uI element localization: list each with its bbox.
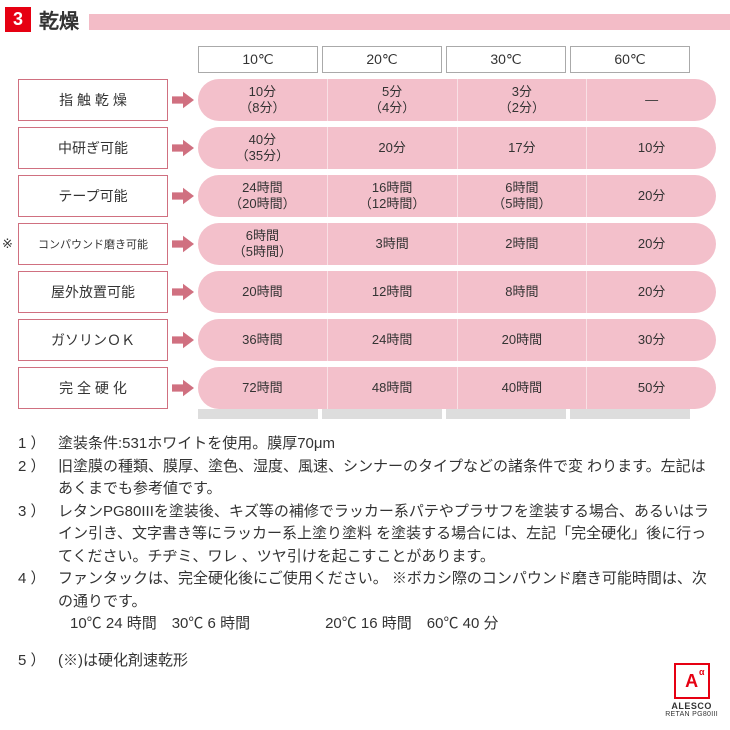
notes-section: 1 ）塗装条件:531ホワイトを使用。膜厚70μm2 ）旧塗膜の種類、膜厚、塗色… [18, 433, 712, 613]
note-number: 1 ） [18, 433, 58, 456]
column-header: 20℃ [322, 46, 442, 73]
arrow-icon [168, 319, 198, 361]
column-header: 30℃ [446, 46, 566, 73]
pill-cell: 8時間 [458, 271, 588, 313]
row-label: コンパウンド磨き可能 [18, 223, 168, 265]
pill-cell: 40時間 [458, 367, 588, 409]
note-text: ファンタックは、完全硬化後にご使用ください。 ※ボカシ際のコンパウンド磨き可能時… [58, 568, 712, 613]
pill-cell: 72時間 [198, 367, 328, 409]
note-number: 2 ） [18, 456, 58, 501]
logo-brand: ALESCO [665, 701, 718, 711]
pill-cell: 24時間（20時間） [198, 175, 328, 217]
table-row: テープ可能 24時間（20時間）16時間（12時間）6時間（5時間）20分 [18, 175, 730, 217]
pill-cell: 20分 [587, 223, 716, 265]
pill-cell: 48時間 [328, 367, 458, 409]
pill-cell: 6時間（5時間） [458, 175, 588, 217]
arrow-icon [168, 271, 198, 313]
pill-cell: 2時間 [458, 223, 588, 265]
spacer-cell [446, 409, 566, 419]
note-line: 2 ）旧塗膜の種類、膜厚、塗色、湿度、風速、シンナーのタイプなどの諸条件で変 わ… [18, 456, 712, 501]
spacer-cell [198, 409, 318, 419]
note-line: 3 ）レタンPG80IIIを塗装後、キズ等の補修でラッカー系パテやプラサフを塗装… [18, 501, 712, 569]
pill-cell: 5分（4分） [328, 79, 458, 121]
note5: 5 ） (※)は硬化剤速乾形 [18, 650, 712, 673]
pill-cell: 3時間 [328, 223, 458, 265]
column-header: 10℃ [198, 46, 318, 73]
pill-cell: 50分 [587, 367, 716, 409]
data-pill: 20時間12時間8時間20分 [198, 271, 716, 313]
pill-cell: 20分 [328, 127, 458, 169]
row-label: 中研ぎ可能 [18, 127, 168, 169]
spacer-cell [322, 409, 442, 419]
pill-cell: 12時間 [328, 271, 458, 313]
note4-subline: 10℃ 24 時間 30℃ 6 時間 20℃ 16 時間 60℃ 40 分 [0, 613, 730, 636]
logo-mark: Aα [674, 663, 710, 699]
column-header: 60℃ [570, 46, 690, 73]
section-bar [89, 14, 730, 30]
note-number: 3 ） [18, 501, 58, 569]
pill-cell: 6時間（5時間） [198, 223, 328, 265]
pill-cell: 20時間 [198, 271, 328, 313]
row-label: 指 触 乾 燥 [18, 79, 168, 121]
row-label: 完 全 硬 化 [18, 367, 168, 409]
data-pill: 24時間（20時間）16時間（12時間）6時間（5時間）20分 [198, 175, 716, 217]
arrow-icon [168, 79, 198, 121]
note-number: 5 ） [18, 650, 58, 673]
pill-cell: 16時間（12時間） [328, 175, 458, 217]
table-row: ガソリンＯＫ 36時間24時間20時間30分 [18, 319, 730, 361]
table-row: ※コンパウンド磨き可能6時間（5時間）3時間2時間20分 [18, 223, 730, 265]
pill-cell: 40分（35分） [198, 127, 328, 169]
table-row: 完 全 硬 化 72時間48時間40時間50分 [18, 367, 730, 409]
section-title: 乾燥 [39, 5, 79, 34]
asterisk-mark: ※ [2, 236, 13, 252]
pill-cell: 10分（8分） [198, 79, 328, 121]
arrow-icon [168, 223, 198, 265]
row-label: 屋外放置可能 [18, 271, 168, 313]
arrow-icon [168, 367, 198, 409]
logo-product: RETAN PG80III [665, 711, 718, 718]
pill-cell: — [587, 79, 716, 121]
data-pill: 6時間（5時間）3時間2時間20分 [198, 223, 716, 265]
data-pill: 10分（8分）5分（4分）3分（2分）— [198, 79, 716, 121]
data-pill: 36時間24時間20時間30分 [198, 319, 716, 361]
column-headers: 10℃20℃30℃60℃ [198, 46, 730, 73]
note-text: 旧塗膜の種類、膜厚、塗色、湿度、風速、シンナーのタイプなどの諸条件で変 わります… [58, 456, 712, 501]
spacer-cell [570, 409, 690, 419]
brand-logo: Aα ALESCO RETAN PG80III [665, 663, 718, 718]
pill-cell: 24時間 [328, 319, 458, 361]
row-label: テープ可能 [18, 175, 168, 217]
pill-cell: 10分 [587, 127, 716, 169]
note-number: 4 ） [18, 568, 58, 613]
note-text: 塗装条件:531ホワイトを使用。膜厚70μm [58, 433, 712, 456]
pill-cell: 20時間 [458, 319, 588, 361]
arrow-icon [168, 175, 198, 217]
arrow-icon [168, 127, 198, 169]
note-line: 4 ）ファンタックは、完全硬化後にご使用ください。 ※ボカシ際のコンパウンド磨き… [18, 568, 712, 613]
section-number-badge: 3 [5, 7, 31, 32]
pill-cell: 20分 [587, 175, 716, 217]
pill-cell: 17分 [458, 127, 588, 169]
bottom-spacer [198, 409, 730, 419]
pill-cell: 30分 [587, 319, 716, 361]
drying-table: 10℃20℃30℃60℃ 指 触 乾 燥 10分（8分）5分（4分）3分（2分）—… [18, 46, 730, 419]
pill-cell: 36時間 [198, 319, 328, 361]
row-label: ガソリンＯＫ [18, 319, 168, 361]
table-row: 指 触 乾 燥 10分（8分）5分（4分）3分（2分）— [18, 79, 730, 121]
note-line: 1 ）塗装条件:531ホワイトを使用。膜厚70μm [18, 433, 712, 456]
pill-cell: 20分 [587, 271, 716, 313]
data-pill: 40分（35分）20分17分10分 [198, 127, 716, 169]
table-row: 屋外放置可能 20時間12時間8時間20分 [18, 271, 730, 313]
pill-cell: 3分（2分） [458, 79, 588, 121]
section-header: 3 乾燥 [0, 0, 730, 34]
note-text: レタンPG80IIIを塗装後、キズ等の補修でラッカー系パテやプラサフを塗装する場… [58, 501, 712, 569]
note-text: (※)は硬化剤速乾形 [58, 650, 712, 673]
data-pill: 72時間48時間40時間50分 [198, 367, 716, 409]
table-row: 中研ぎ可能 40分（35分）20分17分10分 [18, 127, 730, 169]
